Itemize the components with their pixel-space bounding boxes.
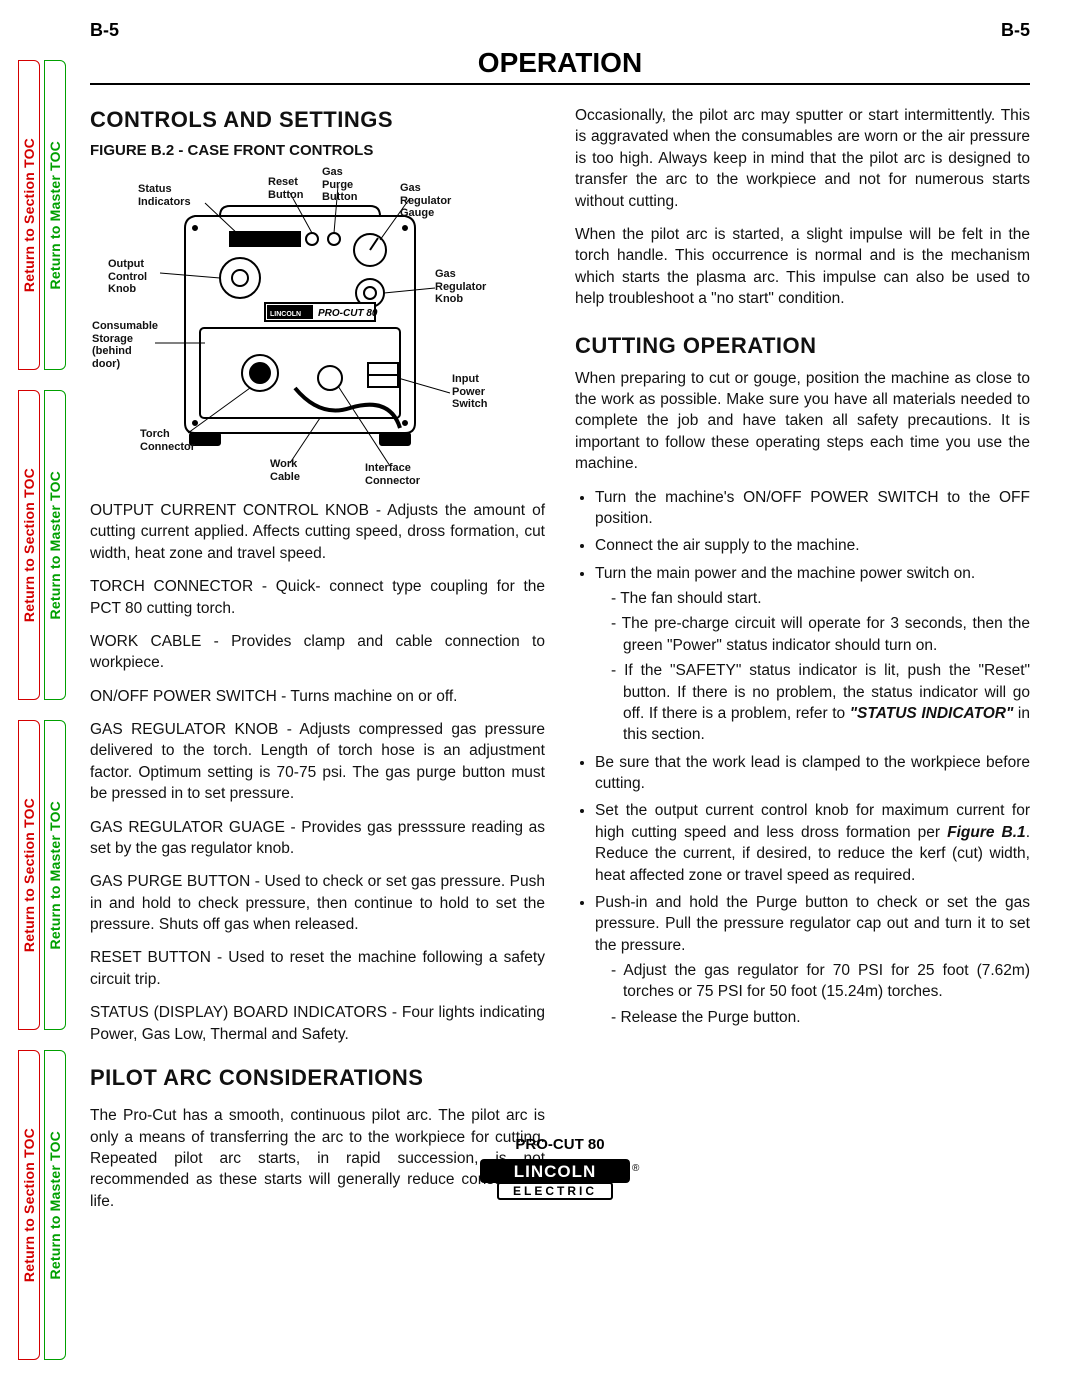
master-toc-tab-4[interactable]: Return to Master TOC: [44, 1050, 66, 1360]
cutting-bullet-list: Turn the machine's ON/OFF POWER SWITCH t…: [575, 487, 1030, 1029]
page-title: OPERATION: [90, 47, 1030, 85]
para-gas-reg-gauge: GAS REGULATOR GUAGE - Provides gas press…: [90, 817, 545, 860]
lbl-reset-button: ResetButton: [268, 176, 303, 201]
section-toc-tab-2[interactable]: Return to Section TOC: [18, 390, 40, 700]
master-toc-tab-2[interactable]: Return to Master TOC: [44, 390, 66, 700]
lbl-gas-reg-gauge: GasRegulatorGauge: [400, 182, 451, 220]
heading-pilot-arc: PILOT ARC CONSIDERATIONS: [90, 1063, 545, 1093]
master-toc-tab-1[interactable]: Return to Master TOC: [44, 60, 66, 370]
para-work-cable: WORK CABLE - Provides clamp and cable co…: [90, 631, 545, 674]
lbl-gas-reg-knob: GasRegulatorKnob: [435, 268, 486, 306]
footer-product: PRO-CUT 80: [90, 1136, 1030, 1153]
bullet-3-sub-1: The fan should start.: [611, 588, 1030, 609]
right-column: Occasionally, the pilot arc may sputter …: [575, 105, 1030, 1224]
svg-text:LINCOLN: LINCOLN: [514, 1162, 597, 1181]
lbl-work-cable: WorkCable: [270, 458, 300, 483]
para-occasionally: Occasionally, the pilot arc may sputter …: [575, 105, 1030, 212]
lbl-interface-conn: InterfaceConnector: [365, 462, 420, 487]
para-torch-conn: TORCH CONNECTOR - Quick- connect type co…: [90, 576, 545, 619]
figure-caption: FIGURE B.2 - CASE FRONT CONTROLS: [90, 141, 545, 162]
bullet-3: Turn the main power and the machine powe…: [595, 563, 1030, 746]
bullet-3-sub-3: If the "SAFETY" status indicator is lit,…: [611, 660, 1030, 746]
para-output-knob: OUTPUT CURRENT CONTROL KNOB - Adjusts th…: [90, 500, 545, 564]
para-reset-button: RESET BUTTON - Used to reset the machine…: [90, 947, 545, 990]
bullet-6: Push-in and hold the Purge button to che…: [595, 892, 1030, 1028]
section-toc-tab-1[interactable]: Return to Section TOC: [18, 60, 40, 370]
lbl-status-indicators: StatusIndicators: [138, 183, 191, 208]
bullet-6-sub-2: Release the Purge button.: [611, 1007, 1030, 1028]
para-when-started: When the pilot arc is started, a slight …: [575, 224, 1030, 310]
footer: PRO-CUT 80 LINCOLN ® ELECTRIC: [90, 1136, 1030, 1206]
bullet-2: Connect the air supply to the machine.: [595, 535, 1030, 556]
lbl-input-power: InputPowerSwitch: [452, 373, 487, 411]
lbl-gas-purge: GasPurgeButton: [322, 166, 357, 204]
bullet-1: Turn the machine's ON/OFF POWER SWITCH t…: [595, 487, 1030, 530]
page-number-left: B-5: [90, 20, 119, 41]
para-power-switch: ON/OFF POWER SWITCH - Turns machine on o…: [90, 686, 545, 707]
lbl-consumable: ConsumableStorage(behinddoor): [92, 320, 158, 371]
master-toc-tab-3[interactable]: Return to Master TOC: [44, 720, 66, 1030]
bullet-3-sub-2: The pre-charge circuit will operate for …: [611, 613, 1030, 656]
figure-b2: PRO-CUT 80 LINCOLN: [90, 168, 545, 488]
bullet-5: Set the output current control knob for …: [595, 800, 1030, 886]
svg-text:PRO-CUT 80: PRO-CUT 80: [318, 308, 378, 319]
para-status-indicators: STATUS (DISPLAY) BOARD INDICATORS - Four…: [90, 1002, 545, 1045]
left-column: CONTROLS AND SETTINGS FIGURE B.2 - CASE …: [90, 105, 545, 1224]
heading-cutting-operation: CUTTING OPERATION: [575, 331, 1030, 361]
svg-text:®: ®: [632, 1163, 640, 1174]
side-tabs: Return to Section TOC Return to Master T…: [18, 0, 66, 1397]
page-content: B-5 B-5 OPERATION CONTROLS AND SETTINGS …: [90, 20, 1030, 1224]
bullet-6-sub-1: Adjust the gas regulator for 70 PSI for …: [611, 960, 1030, 1003]
lbl-torch-conn: TorchConnector: [140, 428, 195, 453]
page-number-right: B-5: [1001, 20, 1030, 41]
svg-text:LINCOLN: LINCOLN: [270, 311, 301, 318]
lbl-output-knob: OutputControlKnob: [108, 258, 147, 296]
section-toc-tab-3[interactable]: Return to Section TOC: [18, 720, 40, 1030]
bullet-4: Be sure that the work lead is clamped to…: [595, 752, 1030, 795]
lincoln-logo: LINCOLN ® ELECTRIC: [480, 1159, 640, 1206]
section-toc-tab-4[interactable]: Return to Section TOC: [18, 1050, 40, 1360]
para-gas-purge: GAS PURGE BUTTON - Used to check or set …: [90, 871, 545, 935]
para-gas-reg-knob: GAS REGULATOR KNOB - Adjusts compressed …: [90, 719, 545, 805]
heading-controls-settings: CONTROLS AND SETTINGS: [90, 105, 545, 135]
para-cutting-intro: When preparing to cut or gouge, position…: [575, 368, 1030, 475]
svg-text:ELECTRIC: ELECTRIC: [513, 1184, 597, 1198]
